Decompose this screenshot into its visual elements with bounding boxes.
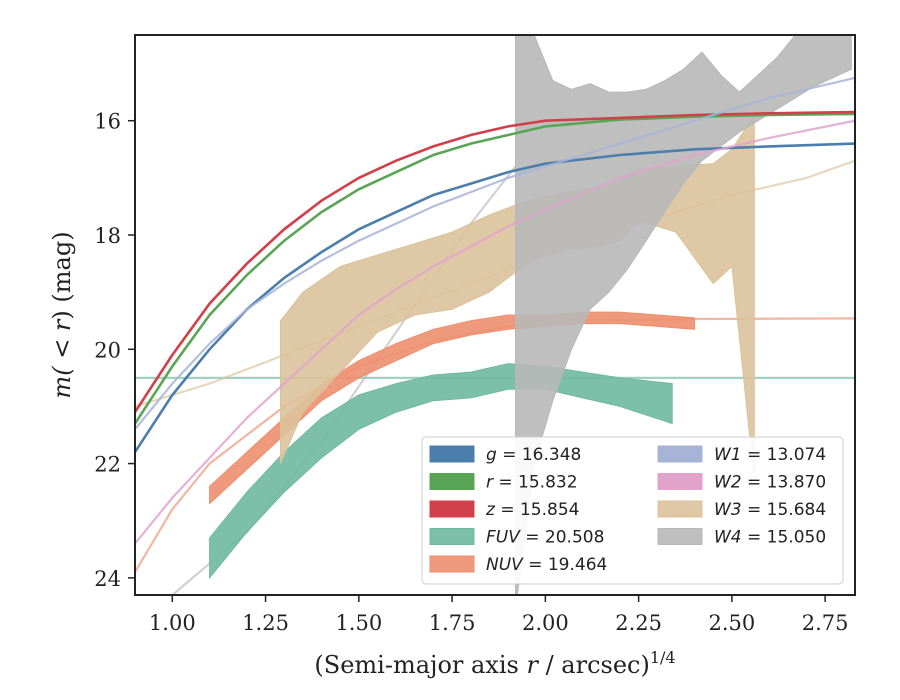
y-tick-label: 20	[94, 338, 121, 362]
y-tick-label: 24	[94, 567, 121, 591]
x-axis: 1.00 1.25 1.50 1.75 2.00 2.25 2.50 2.75	[149, 595, 849, 635]
legend-swatch-w3	[657, 500, 703, 518]
y-tick-label: 18	[94, 224, 121, 248]
y-axis-label: m( < r) (mag)	[48, 231, 76, 398]
legend-label-z: z = 15.854	[485, 500, 579, 520]
legend-label-w1: W1 = 13.074	[714, 445, 826, 465]
series-r-line	[135, 112, 855, 425]
legend-swatch-nuv	[429, 555, 475, 573]
legend-label-fuv: FUV = 20.508	[486, 528, 604, 548]
series-fuv-band	[209, 363, 673, 580]
x-tick-label: 1.25	[242, 611, 289, 635]
x-tick-label: 1.50	[335, 611, 382, 635]
legend-label-w4: W4 = 15.050	[714, 528, 826, 548]
series-z-line	[135, 110, 855, 413]
legend-label-w3: W3 = 15.684	[714, 500, 826, 520]
legend-swatch-w1	[657, 445, 703, 463]
plot-frame	[134, 34, 856, 596]
legend-label-r: r = 15.832	[486, 473, 578, 493]
x-tick-label: 1.75	[429, 611, 476, 635]
plot-area	[135, 35, 855, 595]
legend-swatch-w4	[657, 528, 703, 545]
x-tick-label: 2.50	[709, 611, 756, 635]
x-tick-label: 1.00	[149, 611, 196, 635]
legend-swatch-fuv	[429, 528, 475, 545]
x-tick-label: 2.25	[615, 611, 662, 635]
series-g-line	[135, 142, 855, 453]
legend: g = 16.348 r = 15.832 z = 15.854 FUV = 20.5…	[421, 436, 844, 585]
x-tick-label: 2.75	[802, 611, 849, 635]
x-tick-label: 2.00	[522, 611, 569, 635]
legend-swatch-z	[429, 500, 475, 518]
legend-swatch-g	[429, 445, 475, 463]
x-axis-label: (Semi-major axis r / arcsec)1/4	[314, 648, 675, 679]
series-w2-line	[135, 119, 855, 545]
legend-label-g: g = 16.348	[486, 445, 581, 465]
legend-swatch-w2	[657, 473, 703, 490]
legend-swatch-r	[429, 473, 475, 490]
legend-box	[421, 436, 844, 585]
series-w1-line	[135, 76, 855, 430]
legend-label-w2: W2 = 13.870	[714, 473, 826, 493]
legend-label-nuv: NUV = 19.464	[486, 555, 607, 575]
y-tick-label: 22	[94, 453, 121, 477]
y-tick-label: 16	[94, 110, 121, 134]
y-axis: 16 18 20 22 24	[94, 110, 135, 591]
series-w4-band	[515, 35, 852, 595]
